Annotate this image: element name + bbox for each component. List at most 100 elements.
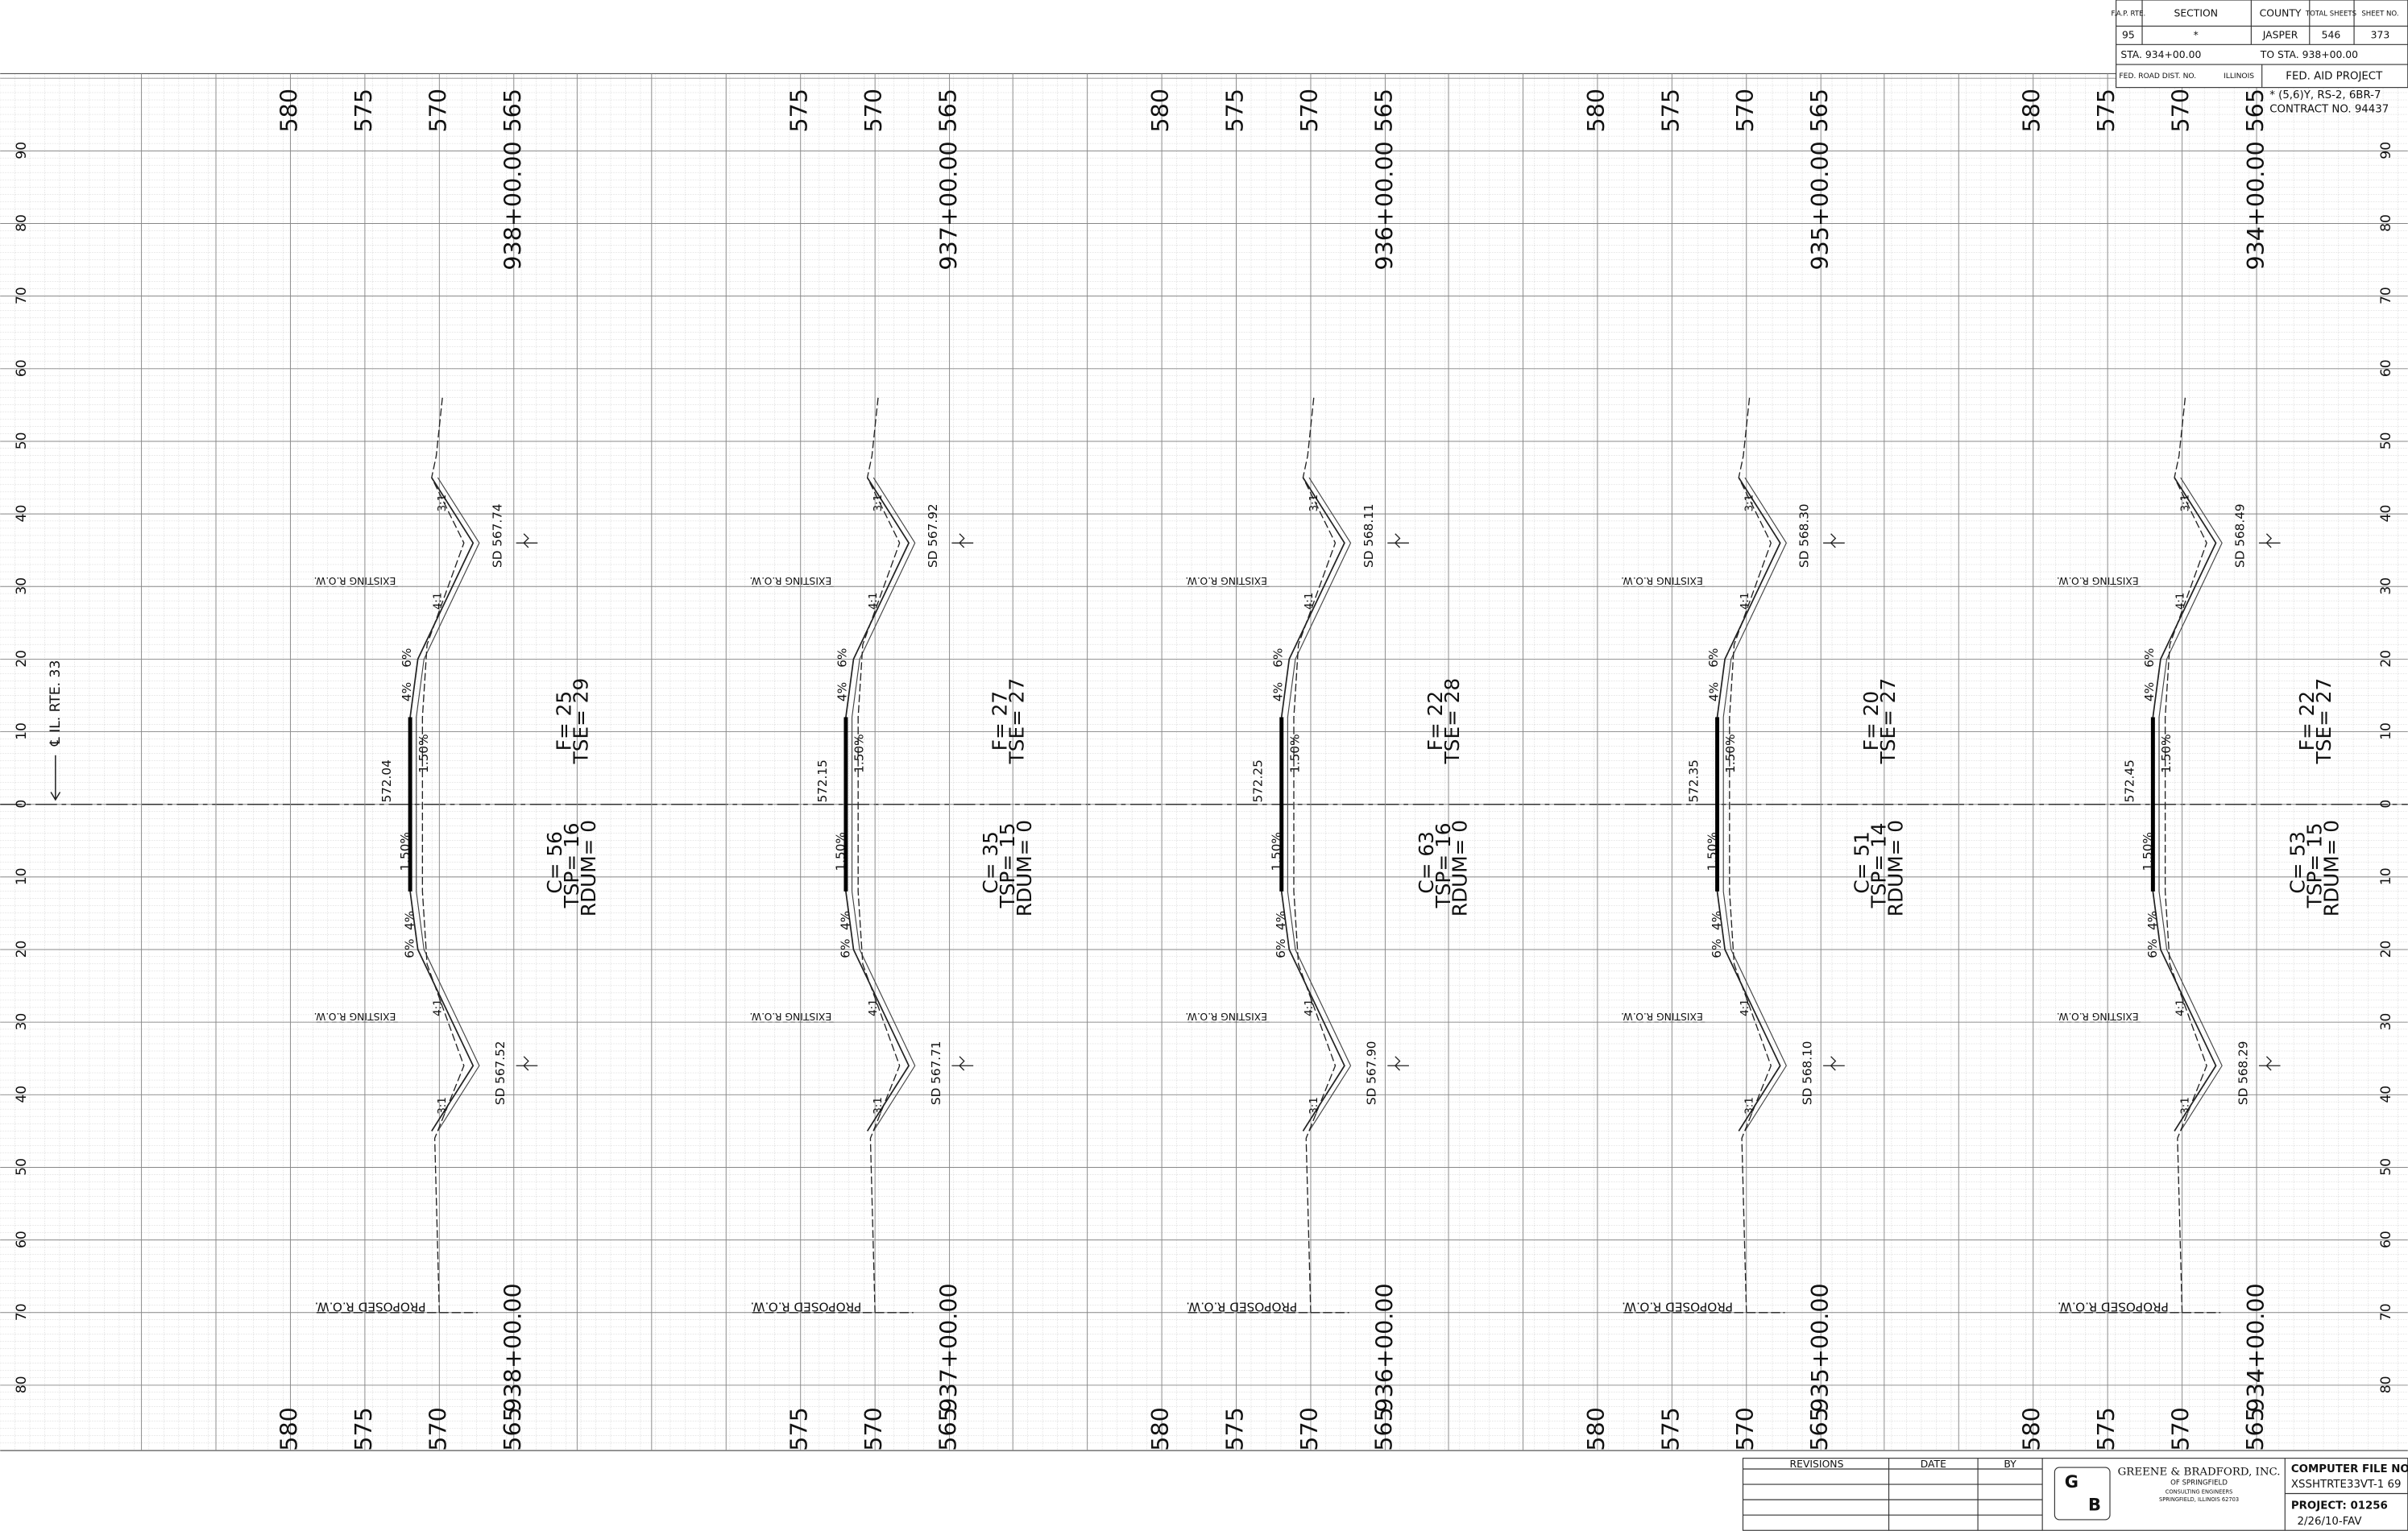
value-sheet: 373 xyxy=(2371,29,2390,40)
cross-slope: 1.50% xyxy=(1705,832,1719,871)
firm-line: CONSULTING ENGINEERS xyxy=(2166,1489,2233,1496)
shoulder-slope: 6% xyxy=(1274,939,1288,958)
shoulder-slope: 4% xyxy=(400,682,414,701)
side-slope: 4:1 xyxy=(868,999,880,1016)
firm-city: OF SPRINGFIELD xyxy=(2170,1479,2228,1488)
ditch-elevation: SD 567.92 xyxy=(926,503,940,568)
firm-name: GREENE & BRADFORD, INC. xyxy=(2118,1466,2281,1478)
major-grid xyxy=(0,72,2408,1451)
elevation-label: 570 xyxy=(860,89,887,133)
logo-frame xyxy=(2054,1467,2111,1521)
elevation-label: 570 xyxy=(1731,89,1759,133)
cross-slope: 1.50% xyxy=(834,832,848,871)
fill-value: TSE= 27 xyxy=(1005,678,1028,765)
break-symbol xyxy=(1387,533,1409,548)
elevation-label: 575 xyxy=(785,1407,813,1451)
elevation-label: 575 xyxy=(1656,1407,1684,1451)
break-symbol xyxy=(951,1056,974,1071)
elevation-label: 575 xyxy=(1221,89,1249,133)
file-name: XSSHTRTE33VT-1 69 xyxy=(2291,1479,2402,1491)
logo-g: G xyxy=(2065,1472,2079,1492)
existing-row: EXISTING R.O.W. xyxy=(2057,1011,2139,1022)
elevation-label: 575 xyxy=(1656,89,1684,133)
offset-label: 10 xyxy=(2378,722,2394,740)
shoulder-slope: 4% xyxy=(2142,682,2157,701)
elevation-label: 565 xyxy=(1370,89,1397,133)
cut-value: RDUM= 0 xyxy=(1013,820,1036,917)
title-block: F.A.P. RTE. SECTION COUNTY TOTAL SHEETS … xyxy=(2112,0,2408,115)
bottom-frame xyxy=(1742,1458,2408,1531)
ditch-elevation: SD 567.52 xyxy=(493,1041,508,1106)
cross-slope: 1.50% xyxy=(2159,734,2174,772)
file-label: COMPUTER FILE NO. xyxy=(2291,1463,2408,1475)
offset-label: 70 xyxy=(14,287,30,304)
offset-label: 50 xyxy=(2378,1158,2394,1176)
shoulder-slope: 4% xyxy=(1270,682,1285,701)
elevation-label: 565 xyxy=(1370,1407,1397,1451)
ditch-elevation: SD 568.11 xyxy=(1361,503,1376,568)
fed-road-dist: FED. ROAD DIST. NO. xyxy=(2119,72,2196,81)
elevation-label: 565 xyxy=(935,89,962,133)
elevation-label: 575 xyxy=(350,1407,377,1451)
side-slope: 4:1 xyxy=(432,999,444,1016)
elevation-label: 570 xyxy=(860,1407,887,1451)
bottom-block: REVISIONS DATE BY G B GREENE & BRADFORD,… xyxy=(1742,1458,2408,1531)
existing-row: EXISTING R.O.W. xyxy=(1621,1011,1703,1022)
elevation-label: 565 xyxy=(935,1407,962,1451)
offset-label: 20 xyxy=(14,650,30,668)
offset-label: 70 xyxy=(14,1303,30,1321)
side-slope: 3:1 xyxy=(1308,494,1320,511)
value-total: 546 xyxy=(2322,29,2341,40)
existing-row: EXISTING R.O.W. xyxy=(1621,575,1703,586)
note: * (5,6)Y, RS-2, 6BR-7 xyxy=(2269,89,2381,101)
side-slope: 4:1 xyxy=(1303,999,1316,1016)
existing-row: EXISTING R.O.W. xyxy=(1185,575,1267,586)
station-label: 936+00.00 xyxy=(1370,1283,1398,1412)
station-label: 935+00.00 xyxy=(1806,1283,1834,1412)
proposed-row: PROPOSED R.O.W. xyxy=(1622,1300,1733,1314)
shoulder-slope: 6% xyxy=(403,939,417,958)
offset-label: 0 xyxy=(2378,800,2394,809)
offset-label: 20 xyxy=(2378,941,2394,958)
elevation-label: 580 xyxy=(1146,1407,1174,1451)
proposed-row: PROPOSED R.O.W. xyxy=(1186,1300,1297,1314)
offset-label: 90 xyxy=(2378,142,2394,159)
firm-line: SPRINGFIELD, ILLINOIS 62703 xyxy=(2159,1496,2239,1503)
cut-value: TSP= 14 xyxy=(1867,822,1891,908)
fill-value: F= 22 xyxy=(1424,691,1447,751)
shoulder-slope: 6% xyxy=(1270,648,1285,668)
shoulder-slope: 4% xyxy=(2145,911,2160,930)
break-symbol xyxy=(516,1056,538,1071)
centerline-label: ℄ IL. RTE. 33 xyxy=(48,660,64,747)
cut-value: C= 63 xyxy=(1415,831,1438,893)
side-slope: 3:1 xyxy=(872,1097,885,1114)
side-slope: 3:1 xyxy=(1744,494,1756,511)
grade-elevation: 572.15 xyxy=(815,759,830,802)
fill-value: F= 22 xyxy=(2295,691,2319,751)
cross-slope: 1.50% xyxy=(2141,832,2155,871)
cut-value: TSP= 15 xyxy=(996,822,1019,908)
fill-value: TSE= 28 xyxy=(1440,678,1464,765)
proposed-profile-inner xyxy=(1287,477,1352,1132)
station-label: 934+00.00 xyxy=(2242,1283,2269,1412)
elevation-label: 575 xyxy=(2092,89,2120,133)
shoulder-slope: 6% xyxy=(835,648,850,668)
side-slope: 4:1 xyxy=(2175,593,2187,610)
file-date: 2/26/10-FAV xyxy=(2298,1516,2362,1528)
existing-ground xyxy=(1293,397,1337,1313)
fill-value: F= 20 xyxy=(1859,691,1883,751)
offset-label: 40 xyxy=(2378,1086,2394,1103)
sections: 90 90 80 80 70 70 60 60 50 50 40 40 30 30 20 20 10 10 0 0 10… xyxy=(14,89,2394,1451)
cross-slope: 1.50% xyxy=(1287,734,1302,772)
elevation-label: 580 xyxy=(1582,1407,1610,1451)
offset-label: 60 xyxy=(2378,359,2394,377)
ditch-elevation: SD 567.90 xyxy=(1365,1041,1379,1106)
ditch-elevation: SD 568.10 xyxy=(1801,1041,1815,1106)
existing-row: EXISTING R.O.W. xyxy=(314,1011,396,1022)
proposed-profile-inner xyxy=(851,477,916,1132)
elevation-label: 580 xyxy=(275,89,302,133)
shoulder-slope: 6% xyxy=(2142,648,2157,668)
ditch-elevation: SD 568.30 xyxy=(1797,503,1812,568)
shoulder-slope: 6% xyxy=(400,648,414,668)
existing-ground xyxy=(421,397,465,1313)
